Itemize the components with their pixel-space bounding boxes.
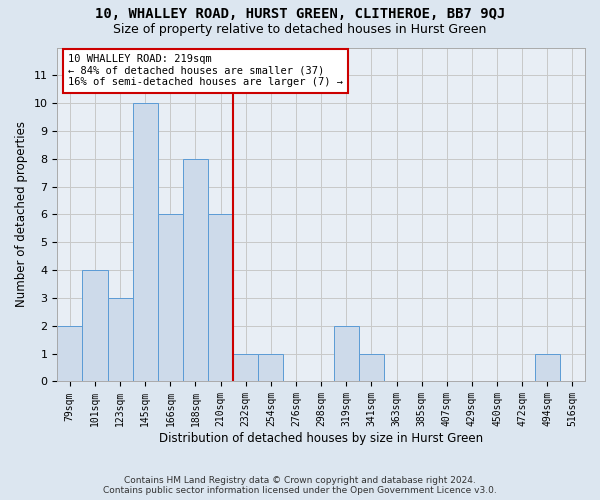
Text: Size of property relative to detached houses in Hurst Green: Size of property relative to detached ho… — [113, 22, 487, 36]
Bar — [535, 354, 560, 382]
Text: 10 WHALLEY ROAD: 219sqm
← 84% of detached houses are smaller (37)
16% of semi-de: 10 WHALLEY ROAD: 219sqm ← 84% of detache… — [68, 54, 343, 88]
Bar — [158, 214, 183, 382]
Bar — [233, 354, 259, 382]
Bar — [57, 326, 82, 382]
X-axis label: Distribution of detached houses by size in Hurst Green: Distribution of detached houses by size … — [159, 432, 483, 445]
Bar — [82, 270, 107, 382]
Bar — [259, 354, 283, 382]
Bar — [359, 354, 384, 382]
Bar — [107, 298, 133, 382]
Y-axis label: Number of detached properties: Number of detached properties — [15, 122, 28, 308]
Bar — [334, 326, 359, 382]
Text: Contains HM Land Registry data © Crown copyright and database right 2024.
Contai: Contains HM Land Registry data © Crown c… — [103, 476, 497, 495]
Bar — [133, 103, 158, 382]
Bar — [183, 159, 208, 382]
Text: 10, WHALLEY ROAD, HURST GREEN, CLITHEROE, BB7 9QJ: 10, WHALLEY ROAD, HURST GREEN, CLITHEROE… — [95, 8, 505, 22]
Bar — [208, 214, 233, 382]
